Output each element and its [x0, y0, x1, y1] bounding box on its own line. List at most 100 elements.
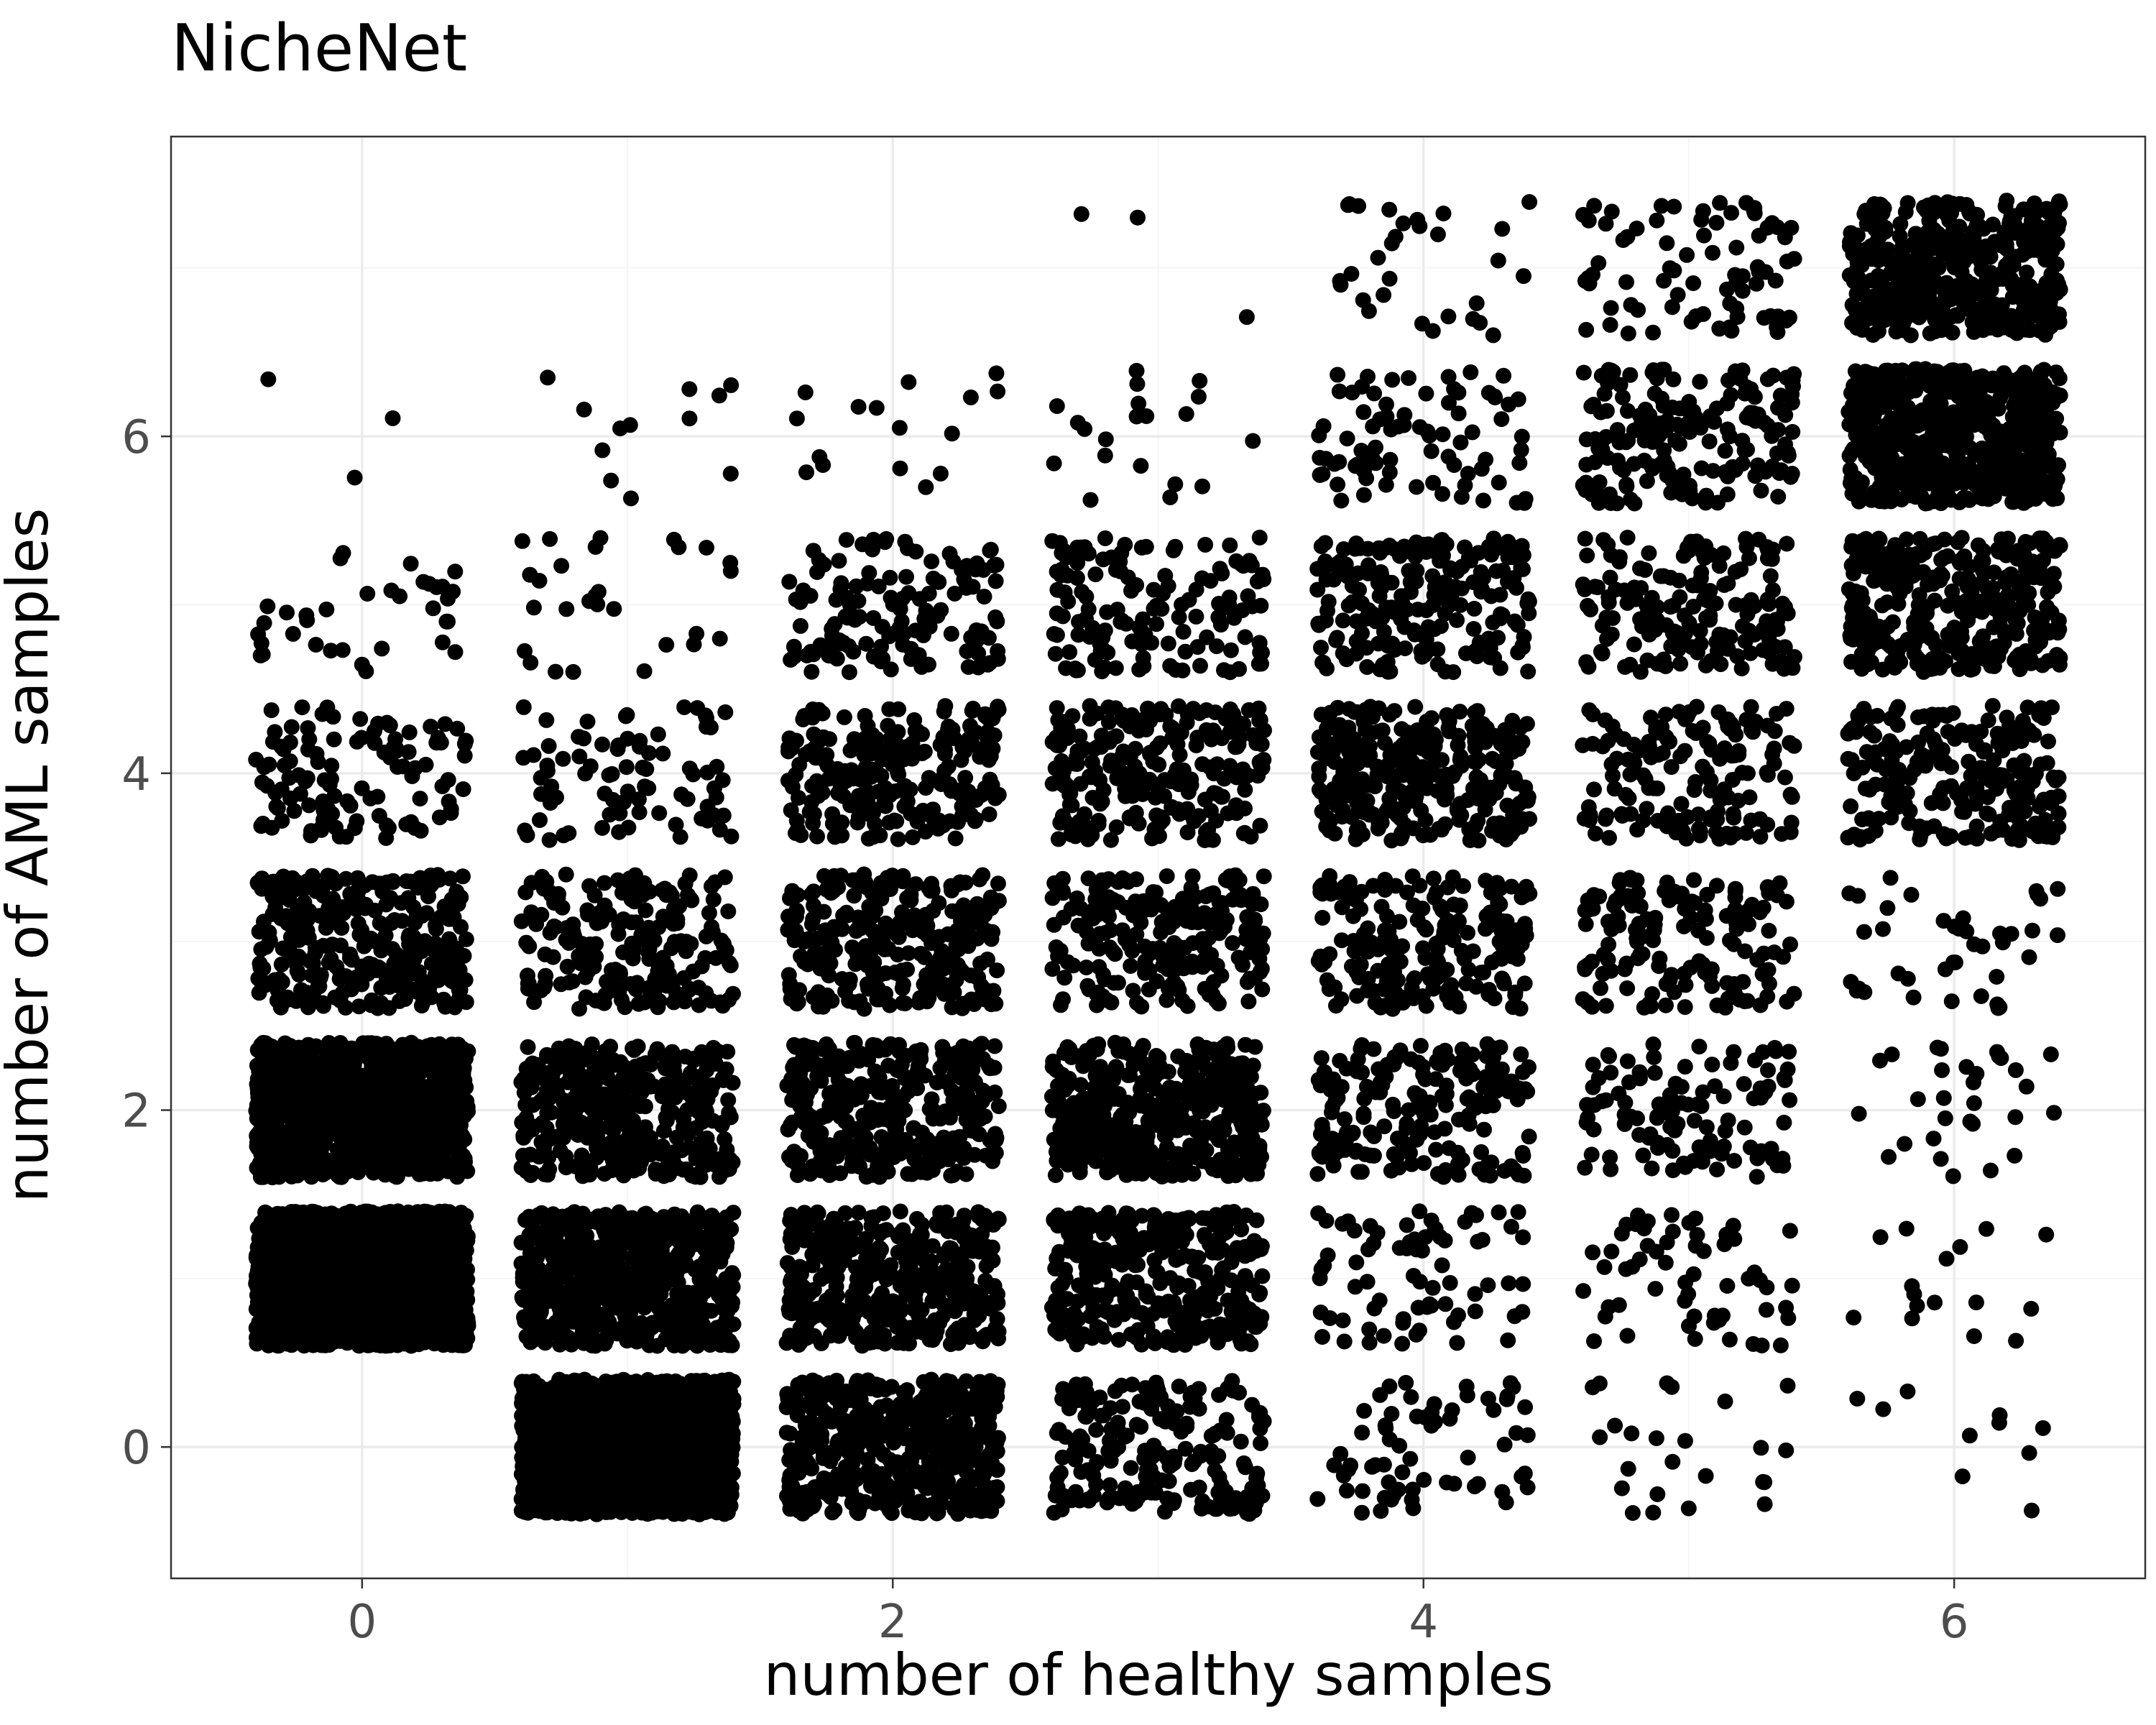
data-point — [725, 1391, 742, 1407]
data-point — [423, 868, 439, 883]
data-point — [453, 1296, 470, 1312]
data-point — [268, 799, 285, 815]
data-point — [440, 772, 456, 788]
grid-lines — [171, 137, 2145, 1578]
data-point — [455, 1212, 471, 1228]
data-point — [444, 1036, 460, 1053]
data-point — [342, 1043, 359, 1059]
data-point — [358, 1207, 374, 1223]
data-point — [271, 1044, 287, 1061]
data-point — [526, 1379, 543, 1394]
data-point — [262, 1242, 279, 1258]
data-point — [456, 947, 472, 964]
data-point — [640, 1429, 656, 1445]
data-point — [368, 1036, 384, 1052]
data-points — [248, 193, 2068, 1522]
data-point — [292, 786, 308, 802]
data-point — [721, 1427, 737, 1443]
data-point — [676, 1445, 693, 1462]
data-point — [410, 1039, 426, 1055]
data-point — [396, 1231, 412, 1248]
data-point — [333, 920, 350, 936]
data-point — [340, 970, 356, 986]
data-point — [279, 604, 295, 621]
data-point — [424, 1226, 441, 1243]
data-point — [640, 1465, 657, 1481]
data-point — [437, 998, 453, 1015]
data-point — [390, 759, 406, 775]
data-point — [396, 1093, 413, 1110]
data-point — [348, 1097, 364, 1113]
data-point — [656, 1402, 673, 1419]
data-point — [321, 1242, 337, 1259]
data-point — [398, 816, 415, 832]
data-point — [324, 937, 341, 953]
data-point — [655, 1504, 671, 1520]
data-point — [688, 1460, 704, 1476]
data-point — [585, 1464, 602, 1481]
data-point — [248, 751, 264, 768]
data-point — [289, 1068, 305, 1085]
data-point — [350, 1164, 367, 1180]
data-point — [708, 1386, 724, 1403]
data-point — [349, 733, 365, 750]
data-point — [333, 1082, 350, 1098]
data-point — [256, 615, 272, 631]
data-point — [427, 917, 443, 934]
data-point — [318, 875, 335, 891]
data-point — [302, 873, 318, 889]
data-point — [411, 1299, 428, 1315]
data-point — [377, 1252, 393, 1269]
data-point — [260, 371, 277, 387]
chart-title: NicheNet — [171, 11, 467, 86]
data-point — [581, 1377, 597, 1393]
data-point — [630, 1400, 646, 1417]
data-point — [323, 758, 340, 774]
data-point — [292, 950, 308, 966]
data-point — [407, 760, 423, 776]
data-point — [287, 1329, 304, 1346]
data-point — [288, 993, 305, 1009]
data-point — [285, 625, 301, 642]
data-point — [405, 899, 422, 916]
data-point — [374, 1227, 391, 1243]
data-point — [294, 1110, 310, 1126]
data-point — [311, 908, 328, 924]
data-point — [343, 1131, 359, 1148]
data-point — [326, 895, 343, 911]
data-point — [318, 601, 335, 617]
data-point — [459, 1228, 476, 1245]
data-point — [419, 1265, 436, 1281]
data-point — [598, 1443, 614, 1460]
data-point — [414, 1062, 430, 1078]
data-point — [401, 927, 418, 944]
data-point — [400, 1159, 416, 1176]
data-point — [332, 1149, 349, 1165]
data-point — [356, 1246, 372, 1263]
data-point — [445, 584, 461, 600]
data-point — [331, 1230, 348, 1246]
data-point — [377, 1290, 393, 1307]
data-point — [264, 906, 281, 922]
data-point — [397, 1058, 413, 1075]
data-point — [328, 819, 344, 836]
data-point — [384, 874, 401, 891]
data-point — [558, 1445, 574, 1461]
data-point — [267, 1207, 284, 1223]
data-point — [688, 1425, 704, 1441]
data-point — [258, 939, 275, 955]
data-point — [252, 1155, 268, 1172]
data-point — [259, 1063, 275, 1080]
data-point — [310, 1105, 327, 1122]
data-point — [420, 1105, 436, 1121]
data-point — [249, 1250, 264, 1266]
data-point — [618, 1414, 635, 1430]
data-point — [286, 929, 303, 945]
data-point — [387, 1116, 402, 1132]
data-point — [374, 1328, 390, 1345]
data-point — [410, 1248, 427, 1265]
data-point — [430, 1334, 446, 1351]
data-point — [443, 1160, 459, 1177]
data-point — [359, 965, 376, 982]
data-point — [356, 1322, 373, 1339]
